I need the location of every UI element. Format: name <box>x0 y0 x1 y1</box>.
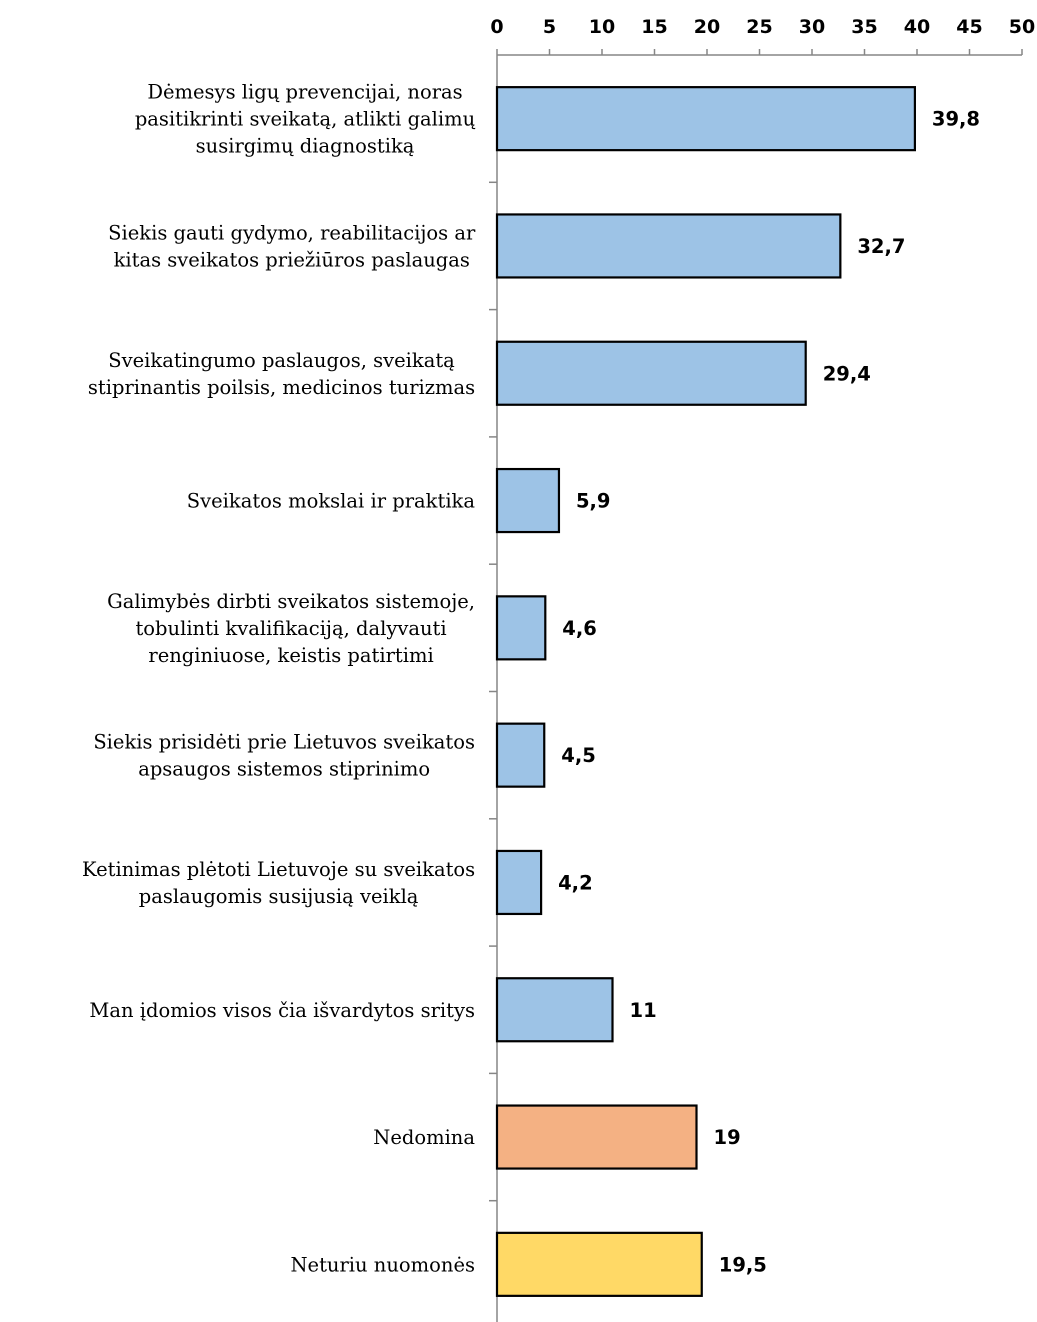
category-label: Nedomina <box>373 1126 475 1149</box>
labels-layer: 39,8 Dėmesys ligų prevencijai, noras pasit… <box>82 81 980 1277</box>
category-label-line: paslaugomis susijusią veiklą <box>139 885 419 908</box>
bar-value-label: 29,4 <box>823 362 871 385</box>
category-label-line: kitas sveikatos priežiūros paslaugas <box>114 248 470 271</box>
bar-value-label: 4,6 <box>562 617 597 640</box>
category-label-line: Neturiu nuomonės <box>290 1253 475 1276</box>
category-label-line: susirgimų diagnostiką <box>196 135 415 158</box>
bar-value-label: 4,2 <box>558 871 593 894</box>
category-label-line: Sveikatingumo paslaugos, sveikatą <box>108 349 455 372</box>
bar <box>495 722 546 788</box>
x-tick-label: 25 <box>746 16 772 38</box>
category-label-line: tobulinti kvalifikaciją, dalyvauti <box>135 617 446 640</box>
category-label: Sveikatos mokslai ir praktika <box>187 490 476 513</box>
category-label-line: Galimybės dirbti sveikatos sistemoje, <box>107 590 475 613</box>
category-label-line: Nedomina <box>373 1126 475 1149</box>
bar <box>495 467 561 534</box>
bar-value-label: 5,9 <box>576 490 611 513</box>
x-tick-label: 30 <box>799 16 825 38</box>
category-label-line: Sveikatos mokslai ir praktika <box>187 490 476 513</box>
x-tick-label: 5 <box>543 16 556 38</box>
category-label: Dėmesys ligų prevencijai, noras pasitikri… <box>135 81 476 158</box>
x-tick-label: 50 <box>1009 16 1035 38</box>
x-tick-label: 40 <box>904 16 930 38</box>
category-label-line: Man įdomios visos čia išvardytos sritys <box>89 999 475 1022</box>
x-tick-label: 35 <box>851 16 877 38</box>
x-tick-label: 10 <box>589 16 615 38</box>
x-tick-label: 45 <box>956 16 982 38</box>
x-tick-label: 0 <box>490 16 503 38</box>
category-label: Ketinimas plėtoti Lietuvoje su sveikatos… <box>82 858 475 908</box>
category-label-line: Siekis prisidėti prie Lietuvos sveikatos <box>93 731 475 754</box>
category-label: Neturiu nuomonės <box>290 1253 475 1276</box>
bar-value-label: 39,8 <box>932 108 980 131</box>
bar <box>495 213 842 279</box>
category-label: Sveikatingumo paslaugos, sveikatą stiprin… <box>88 349 475 399</box>
bar-value-label: 19 <box>714 1126 741 1149</box>
bar-value-label: 4,5 <box>561 744 596 767</box>
category-label-line: Siekis gauti gydymo, reabilitacijos ar <box>108 221 476 244</box>
category-label: Man įdomios visos čia išvardytos sritys <box>89 999 475 1022</box>
category-label-line: stiprinantis poilsis, medicinos turizmas <box>88 376 475 399</box>
bar-value-label: 11 <box>630 999 657 1022</box>
category-label-line: Ketinimas plėtoti Lietuvoje su sveikatos <box>82 858 475 881</box>
bar-value-label: 19,5 <box>719 1253 767 1276</box>
bar <box>495 1104 698 1170</box>
bar <box>495 340 807 406</box>
category-label-line: apsaugos sistemos stiprinimo <box>138 758 430 781</box>
category-label-line: Dėmesys ligų prevencijai, noras <box>147 81 462 104</box>
category-label: Siekis prisidėti prie Lietuvos sveikatos… <box>93 731 475 781</box>
category-label-line: pasitikrinti sveikatą, atlikti galimų <box>135 108 476 131</box>
category-label-line: renginiuose, keistis patirtimi <box>148 644 433 667</box>
bar <box>495 595 547 661</box>
category-label: Siekis gauti gydymo, reabilitacijos ar ki… <box>108 221 476 271</box>
x-tick-label: 20 <box>694 16 720 38</box>
bar <box>495 86 916 152</box>
bar <box>495 1231 703 1297</box>
bars-layer <box>495 86 916 1297</box>
bar-value-label: 32,7 <box>857 235 905 258</box>
bar <box>495 977 614 1043</box>
bar <box>495 849 543 916</box>
category-label: Galimybės dirbti sveikatos sistemoje, tob… <box>107 590 475 667</box>
x-tick-label: 15 <box>641 16 667 38</box>
